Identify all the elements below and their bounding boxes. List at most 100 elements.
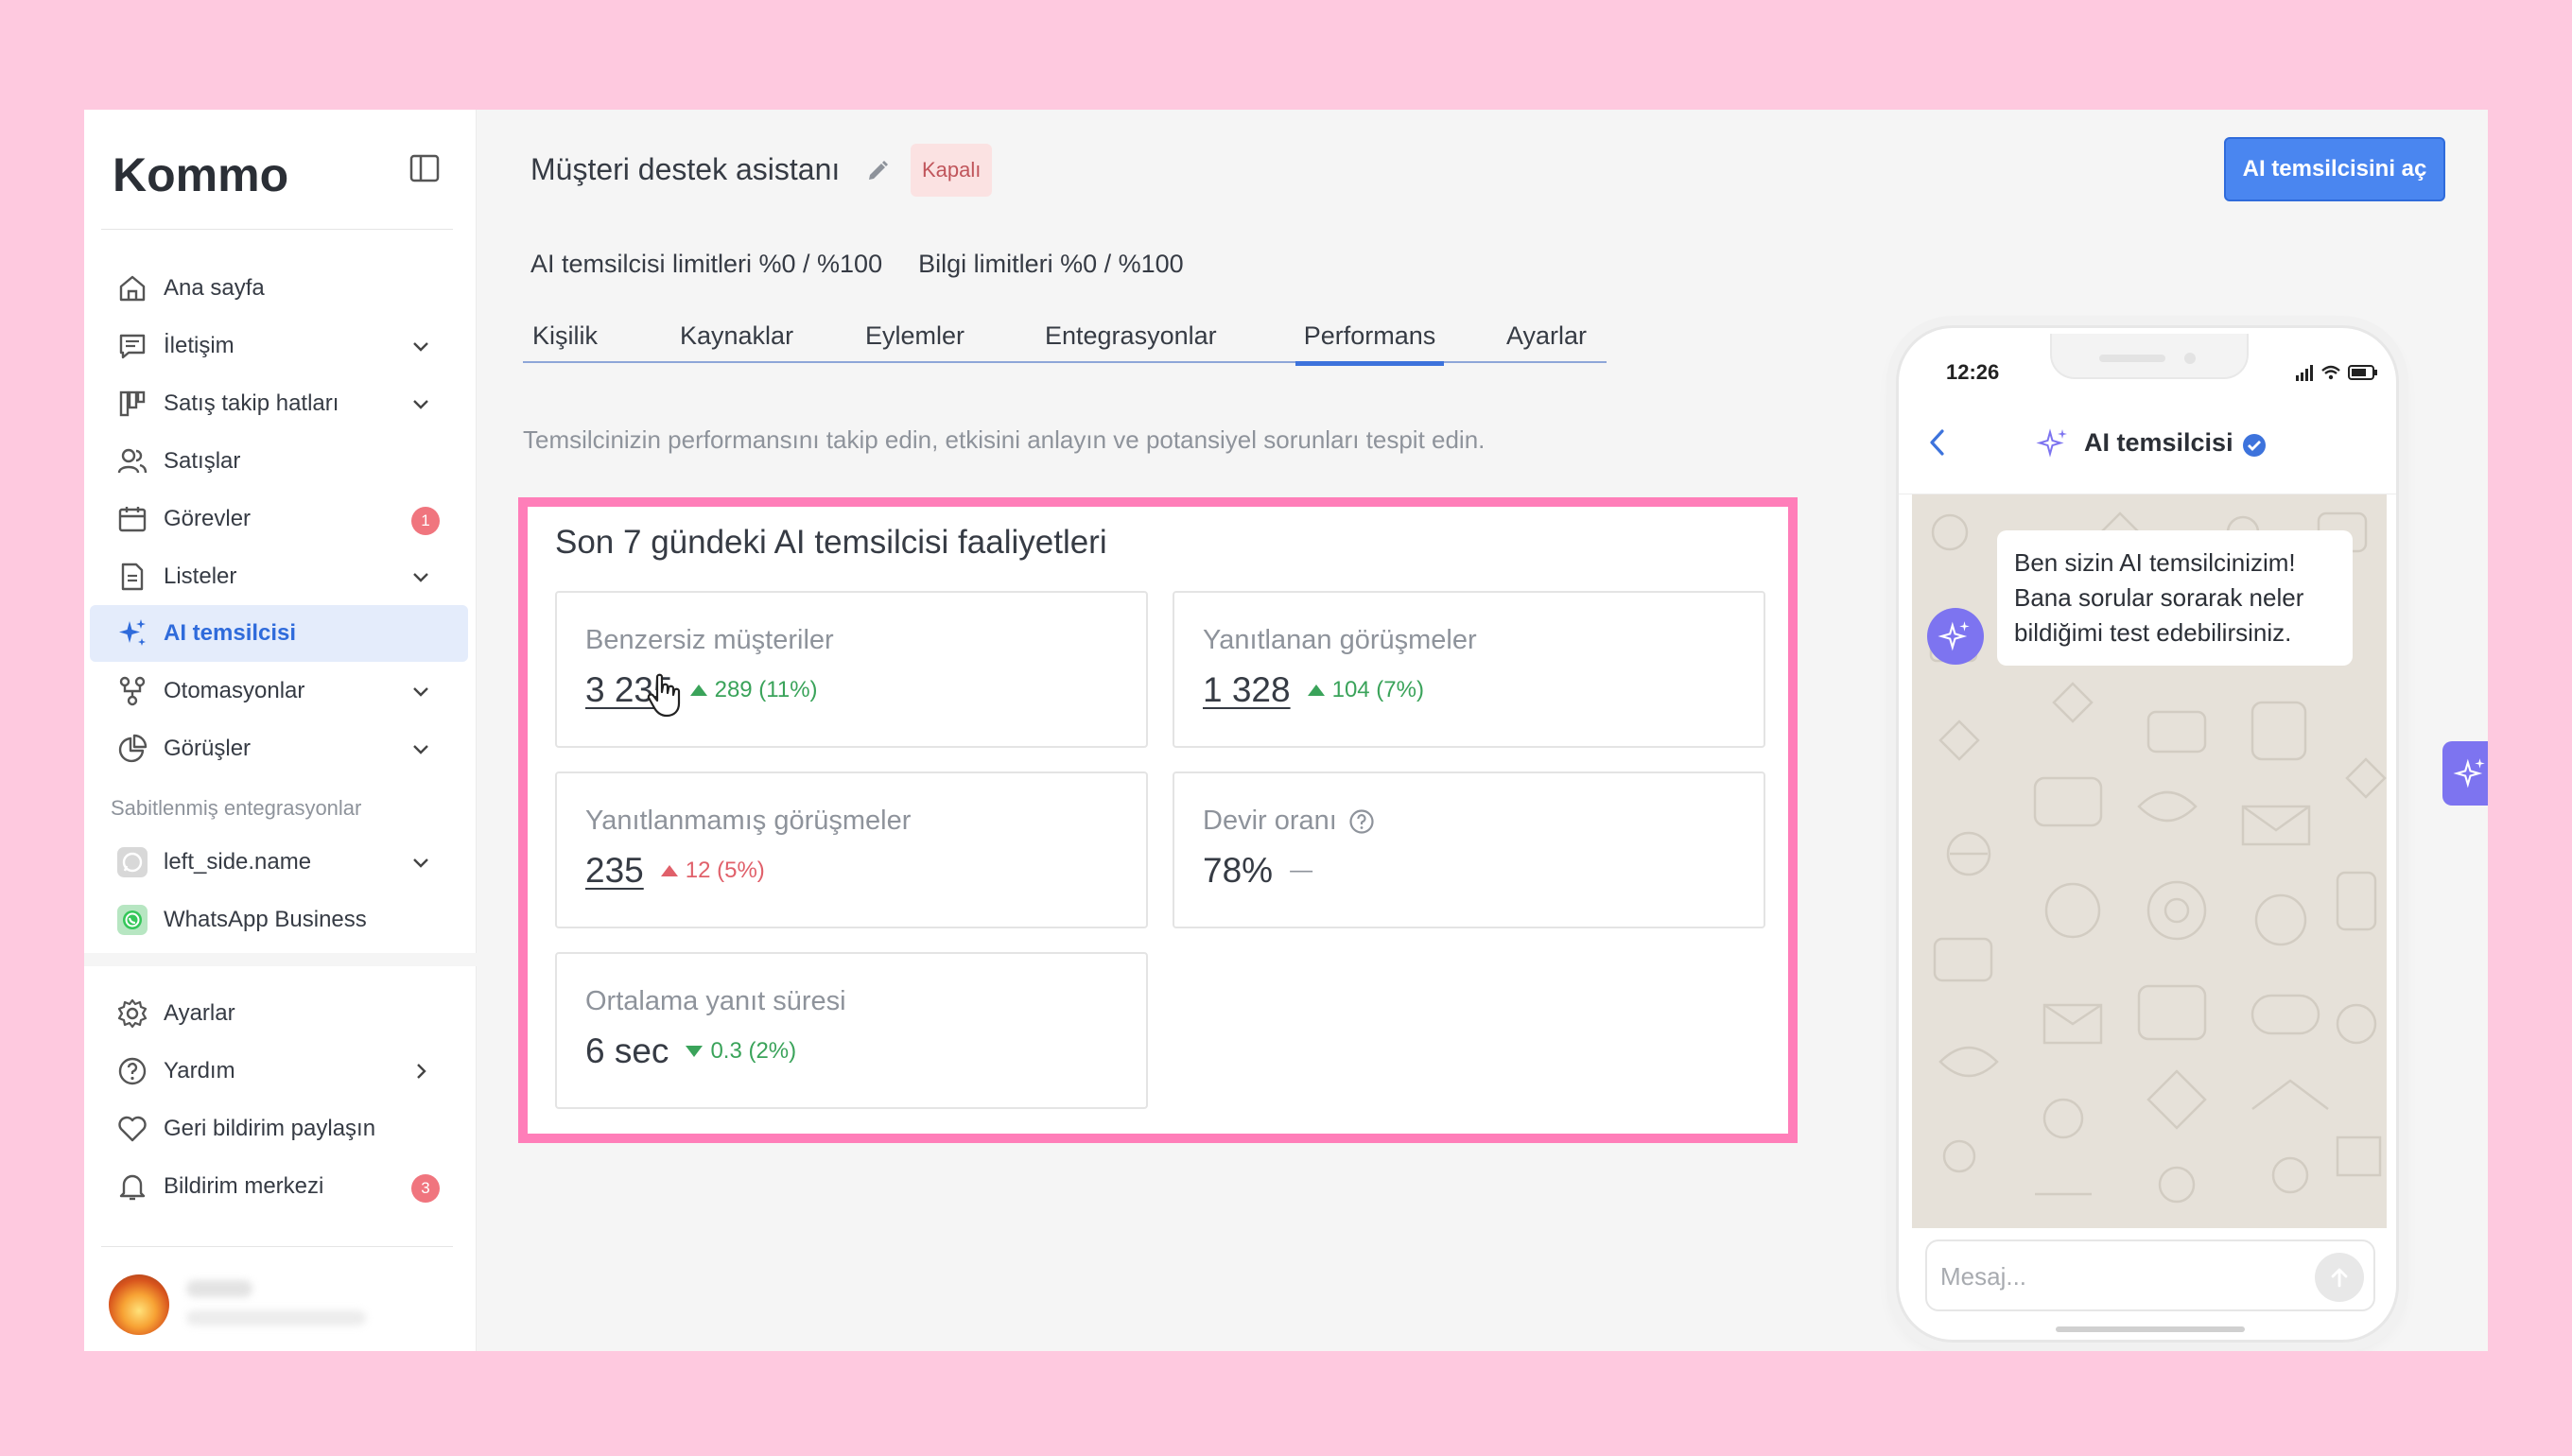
sidebar-item-label: Yardım <box>164 1058 235 1083</box>
whatsapp-gray-icon <box>114 844 150 880</box>
sidebar-item-label: AI temsilcisi <box>164 620 297 646</box>
chat-title: AI temsilcisi <box>2084 428 2233 457</box>
sidebar-item-home[interactable]: Ana sayfa <box>90 260 468 317</box>
metric-label: Yanıtlanan görüşmeler <box>1203 625 1477 655</box>
sidebar-collapse-icon[interactable] <box>409 153 440 183</box>
sidebar-item-settings[interactable]: Ayarlar <box>90 985 468 1042</box>
sidebar-item-lists[interactable]: Listeler <box>90 548 468 605</box>
tab-sources[interactable]: Kaynaklar <box>680 321 794 350</box>
limits-row: AI temsilcisi limitleri %0 / %100 Bilgi … <box>530 250 1184 279</box>
trend-up-icon <box>660 865 678 876</box>
tab-settings[interactable]: Ayarlar <box>1506 321 1588 350</box>
message-input[interactable] <box>1940 1258 2281 1294</box>
back-arrow-icon[interactable] <box>1923 426 1952 459</box>
tab-actions[interactable]: Eylemler <box>865 321 965 350</box>
metric-value: 6 sec <box>585 1031 669 1070</box>
metric-value-link[interactable]: 1 328 <box>1203 670 1291 709</box>
chevron-right-icon[interactable] <box>409 1060 432 1083</box>
pencil-icon[interactable] <box>865 159 890 183</box>
chevron-down-icon[interactable] <box>409 851 432 874</box>
chevron-down-icon[interactable] <box>409 335 432 357</box>
send-button[interactable] <box>2315 1253 2364 1302</box>
whatsapp-icon <box>114 902 150 938</box>
sidebar-item-notifications[interactable]: Bildirim merkezi 3 <box>90 1158 468 1215</box>
sidebar-item-label: left_side.name <box>164 849 312 875</box>
tab-personality[interactable]: Kişilik <box>532 321 599 350</box>
sidebar-item-label: Görüşler <box>164 736 252 761</box>
pipeline-icon <box>114 386 150 422</box>
trend-up-icon <box>1307 685 1325 696</box>
question-mark-icon[interactable] <box>1348 808 1375 835</box>
chevron-down-icon[interactable] <box>409 565 432 588</box>
chevron-down-icon[interactable] <box>409 680 432 702</box>
metric-delta-value: 289 (11%) <box>714 677 818 702</box>
sparkle-icon <box>2036 428 2067 458</box>
metric-delta: 104 (7%) <box>1307 677 1424 703</box>
sparkle-icon <box>1938 621 1970 651</box>
sidebar-item-whatsapp-business[interactable]: WhatsApp Business <box>90 892 468 948</box>
sparkle-icon <box>2453 758 2485 789</box>
enable-ai-agent-button[interactable]: AI temsilcisini aç <box>2224 137 2445 201</box>
chat-header: AI temsilcisi <box>1899 404 2396 494</box>
page-title: Müşteri destek asistanı <box>530 152 841 186</box>
metric-handoff-rate: Devir oranı 78% — <box>1173 771 1765 928</box>
tab-integrations[interactable]: Entegrasyonlar <box>1045 321 1217 350</box>
hand-cursor-icon <box>647 673 681 718</box>
sidebar-item-feedback[interactable]: Geri bildirim paylaşın <box>90 1101 468 1157</box>
users-icon <box>114 443 150 479</box>
heart-icon <box>114 1111 150 1147</box>
sidebar-item-label: Ana sayfa <box>164 275 265 301</box>
status-badge: Kapalı <box>911 144 993 197</box>
sidebar-item-label: Bildirim merkezi <box>164 1173 324 1199</box>
calendar-icon <box>114 501 150 537</box>
sidebar-item-pipelines[interactable]: Satış takip hatları <box>90 375 468 432</box>
sidebar-item-help[interactable]: Yardım <box>90 1043 468 1100</box>
message-input-box <box>1925 1239 2375 1311</box>
sidebar-item-sales[interactable]: Satışlar <box>90 433 468 490</box>
kommo-logo[interactable]: Kommo <box>113 146 339 202</box>
metric-unanswered-conversations: Yanıtlanmamış görüşmeler 235 12 (5%) <box>555 771 1148 928</box>
notification-badge: 3 <box>411 1174 440 1203</box>
metric-delta-value: 12 (5%) <box>685 858 765 883</box>
sidebar-item-tasks[interactable]: Görevler 1 <box>90 491 468 547</box>
sparkle-icon <box>114 615 150 651</box>
sidebar-item-insights[interactable]: Görüşler <box>90 720 468 777</box>
avatar[interactable] <box>109 1274 169 1335</box>
home-icon <box>114 270 150 306</box>
document-icon <box>114 559 150 595</box>
pie-chart-icon <box>114 731 150 767</box>
bot-avatar <box>1927 608 1984 665</box>
bot-message-bubble: Ben sizin AI temsilcinizim! Bana sorular… <box>1997 530 2353 666</box>
sidebar-item-pinned-integration[interactable]: left_side.name <box>90 834 468 891</box>
user-name-blurred[interactable] <box>186 1280 252 1297</box>
metric-unique-customers: Benzersiz müşteriler 3 235 289 (11%) <box>555 591 1148 748</box>
phone-time: 12:26 <box>1946 360 2000 384</box>
sidebar-item-communication[interactable]: İletişim <box>90 318 468 374</box>
performance-card-title: Son 7 gündeki AI temsilcisi faaliyetleri <box>555 524 1107 561</box>
sidebar-item-ai-agent[interactable]: AI temsilcisi <box>90 605 468 662</box>
metric-label: Yanıtlanmamış görüşmeler <box>585 806 912 836</box>
metric-label-text: Devir oranı <box>1203 806 1337 836</box>
app-window: Kommo Ana sayfa İletişim Satış takip hat… <box>84 110 2488 1351</box>
tab-description: Temsilcinizin performansını takip edin, … <box>523 425 1486 454</box>
sidebar: Kommo Ana sayfa İletişim Satış takip hat… <box>84 110 477 1351</box>
sidebar-item-automations[interactable]: Otomasyonlar <box>90 663 468 719</box>
tab-performance[interactable]: Performans <box>1295 318 1444 366</box>
sidebar-item-label: Satış takip hatları <box>164 390 339 416</box>
tab-bar: Kişilik Kaynaklar Eylemler Entegrasyonla… <box>523 318 1607 366</box>
sidebar-item-label: Görevler <box>164 506 252 531</box>
metric-value-link[interactable]: 235 <box>585 851 644 890</box>
sidebar-item-label: Otomasyonlar <box>164 678 305 703</box>
sidebar-divider <box>101 229 453 230</box>
sidebar-item-label: WhatsApp Business <box>164 907 367 932</box>
ai-assistant-float-button[interactable] <box>2442 741 2488 806</box>
automation-icon <box>114 673 150 709</box>
metric-delta: 12 (5%) <box>660 858 765 884</box>
chat-icon <box>114 328 150 364</box>
sidebar-item-label: Ayarlar <box>164 1000 235 1026</box>
metric-avg-response-time: Ortalama yanıt süresi 6 sec 0.3 (2%) <box>555 952 1148 1109</box>
chevron-down-icon[interactable] <box>409 737 432 760</box>
chevron-down-icon[interactable] <box>409 392 432 415</box>
metric-label: Devir oranı <box>1203 806 1375 837</box>
metric-delta: — <box>1290 858 1313 883</box>
